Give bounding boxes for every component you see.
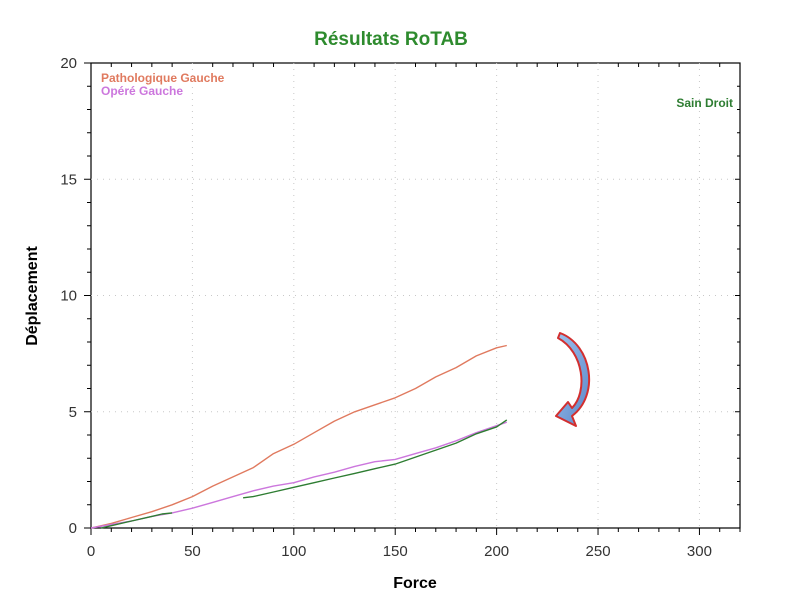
curved-arrow-annotation	[555, 332, 590, 427]
series-line-pathologique-gauche	[90, 344, 507, 529]
series-lines	[90, 344, 508, 529]
y-tick-label: 15	[60, 171, 77, 188]
x-tick-label: 250	[586, 543, 611, 560]
series-line-sain-droit	[243, 419, 508, 499]
x-tick-label: 150	[383, 543, 408, 560]
legend-entry-opere-gauche: Opéré Gauche	[101, 84, 183, 98]
x-tick-label: 100	[281, 543, 306, 560]
y-axis-label: Déplacement	[24, 246, 41, 346]
x-tick-label: 50	[184, 543, 201, 560]
grid-lines	[91, 63, 740, 528]
tick-labels: 0 50 100 150 200 250 300 0 5 10 15 20	[60, 55, 712, 560]
chart-title: Résultats RoTAB	[314, 29, 468, 50]
y-tick-label: 20	[60, 55, 77, 72]
y-tick-label: 10	[60, 288, 77, 305]
axis-ticks	[84, 62, 741, 535]
x-tick-label: 0	[87, 543, 95, 560]
y-tick-label: 0	[69, 520, 77, 537]
series-line-sain-droit	[100, 512, 173, 529]
legend-entry-pathologique-gauche: Pathologique Gauche	[101, 71, 225, 85]
x-axis-label: Force	[393, 575, 437, 592]
x-tick-label: 300	[687, 543, 712, 560]
y-tick-label: 5	[69, 404, 77, 421]
x-tick-label: 200	[484, 543, 509, 560]
legend-entry-sain-droit: Sain Droit	[676, 96, 733, 110]
series-line-opere-gauche	[90, 421, 508, 529]
